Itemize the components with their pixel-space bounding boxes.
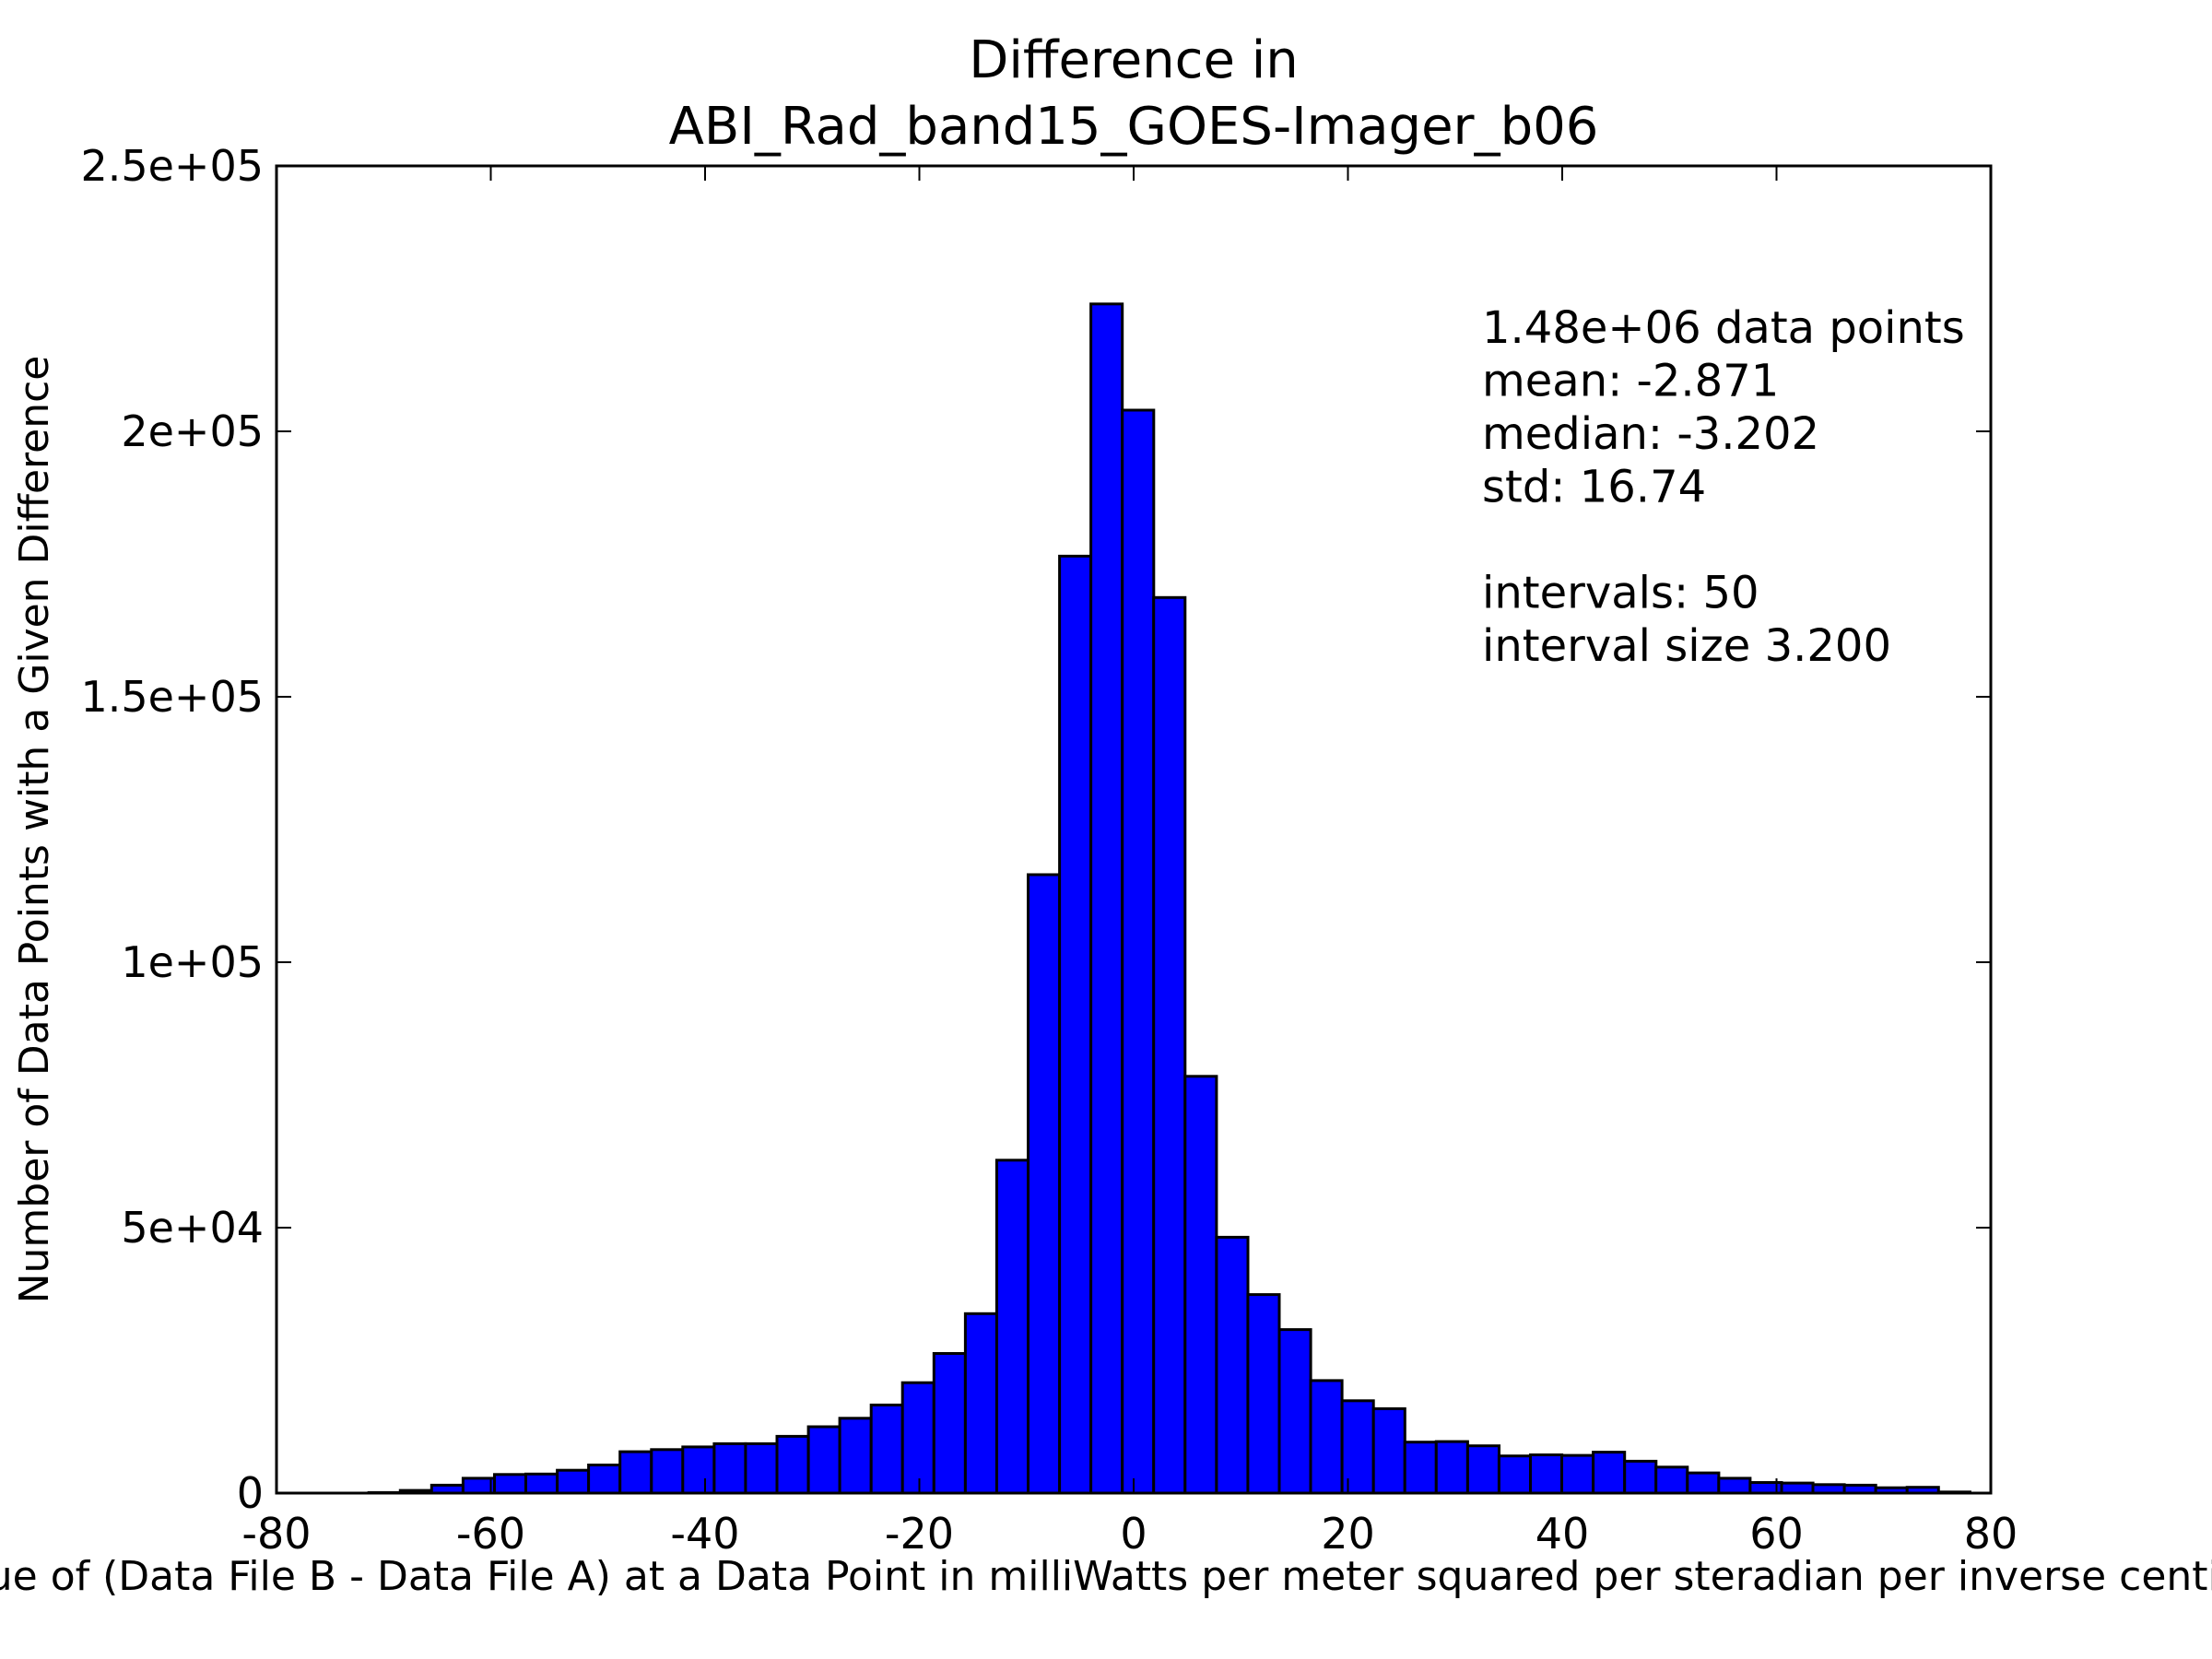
histogram-bar [587,1464,622,1495]
x-tick-label: 80 [1964,1509,2018,1559]
histogram-bar [838,1417,873,1495]
histogram-bar [1340,1399,1375,1495]
histogram-bar [900,1381,935,1495]
x-tick-label: 0 [1120,1509,1147,1559]
histogram-bar [1371,1406,1406,1495]
histogram-bar [1780,1481,1815,1495]
histogram-bar [681,1445,716,1495]
histogram-bar [1623,1459,1658,1495]
histogram-bar [1246,1293,1281,1495]
stats-line: 1.48e+06 data points [1482,302,1965,354]
y-tick-label: 2e+05 [121,406,264,456]
bars-group [367,302,1971,1495]
y-tick-label: 1.5e+05 [80,672,264,722]
stats-line: mean: -2.871 [1482,356,1779,407]
histogram-bar [1183,1075,1218,1495]
histogram-bar [524,1472,559,1495]
x-tick-label: 60 [1749,1509,1804,1559]
axis-ticks-group: -80 -60 -40 -20 0 20 40 60 80 0 5e+04 1e+05 1.5e+05 2… [80,141,2018,1559]
y-tick-label: 5e+04 [121,1203,264,1253]
x-tick-label: -40 [670,1509,739,1559]
histogram-bar [869,1403,904,1495]
histogram-bar [1277,1328,1312,1495]
x-tick-label: 20 [1321,1509,1375,1559]
histogram-bar [1309,1379,1344,1495]
y-tick-label: 0 [237,1468,264,1518]
histogram-bar [650,1448,685,1495]
histogram-bar [994,1159,1030,1495]
histogram-bar [1529,1453,1564,1495]
histogram-bar [932,1352,967,1495]
chart-title-line-1: Difference in [969,30,1299,90]
stats-line: interval size 3.200 [1482,620,1891,672]
histogram-bar [744,1441,779,1495]
histogram-bar [1089,302,1124,1495]
histogram-bar [806,1425,841,1495]
y-axis-label: Number of Data Points with a Given Diffe… [11,356,58,1304]
x-tick-label: 40 [1535,1509,1590,1559]
histogram-bar [461,1477,496,1495]
stats-line: std: 16.74 [1482,462,1706,513]
histogram-bar [1403,1441,1438,1495]
histogram-bar [963,1312,999,1495]
histogram-bar [1215,1235,1250,1495]
stats-annotation: 1.48e+06 data points mean: -2.871 median: … [1482,302,1965,672]
histogram-bar [556,1468,591,1495]
stats-line [1482,514,1496,566]
x-tick-label: -20 [885,1509,954,1559]
histogram-bar [493,1473,528,1495]
histogram-bar [1560,1453,1595,1495]
histogram-bar [1686,1471,1721,1495]
stats-line: intervals: 50 [1482,568,1759,619]
plot-area-frame [275,164,1993,1495]
histogram-bar [1717,1477,1752,1495]
x-tick-label: -60 [456,1509,525,1559]
histogram-bar [1654,1465,1689,1495]
histogram-bar [775,1434,810,1495]
histogram-bar [712,1441,747,1495]
x-axis-label: Value of (Data File B - Data File A) at … [0,1553,2212,1600]
y-tick-label: 2.5e+05 [80,141,264,191]
histogram-bar [1592,1451,1627,1495]
histogram-bar [1434,1440,1469,1495]
histogram-bar [1465,1444,1501,1495]
histogram-bar [1027,873,1062,1495]
chart-title-line-2: ABI_Rad_band15_GOES-Imager_b06 [669,97,1599,157]
histogram-bar [1497,1454,1533,1495]
histogram-bar [1152,595,1187,1495]
histogram-bar [1121,408,1156,1495]
histogram-bar [1058,554,1093,1495]
y-tick-label: 1e+05 [121,937,264,987]
x-tick-label: -80 [241,1509,311,1559]
histogram-bar [618,1450,653,1495]
stats-line: median: -3.202 [1482,408,1819,460]
